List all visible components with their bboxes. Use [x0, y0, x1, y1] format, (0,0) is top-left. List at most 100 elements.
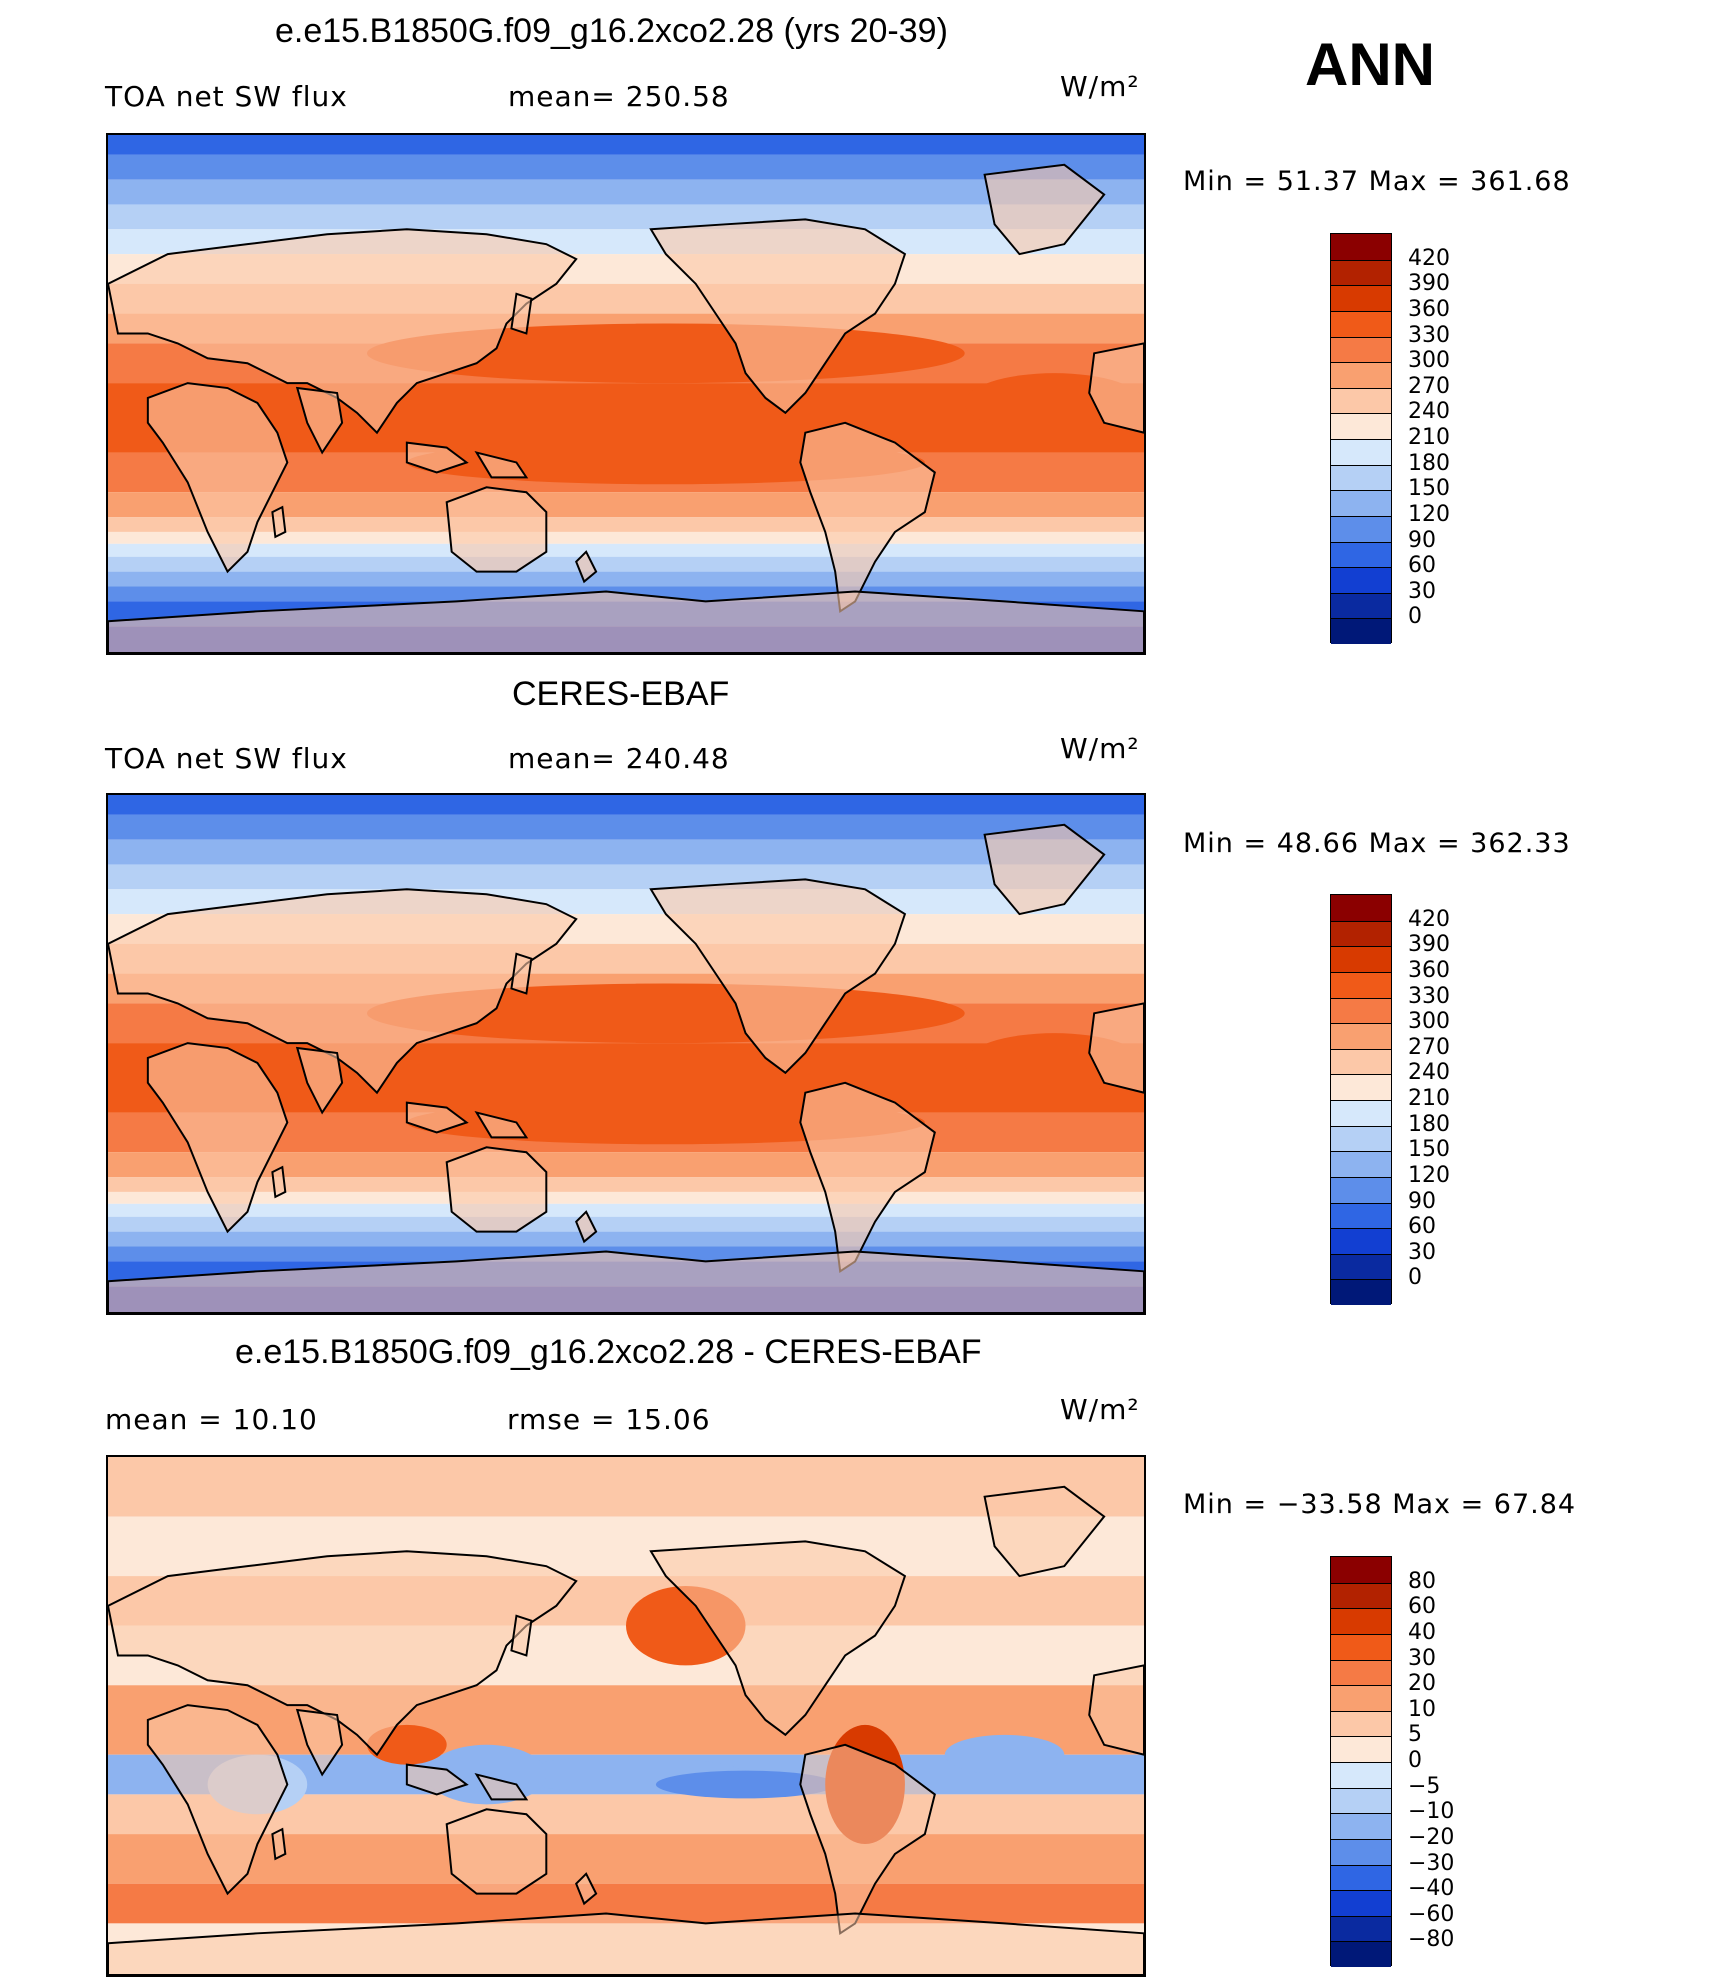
map-canvas: [108, 1457, 1144, 1975]
colorbar-tick-label: −40: [1408, 1876, 1455, 1902]
colorbar-box: [1331, 946, 1391, 972]
colorbar-box: [1331, 515, 1391, 542]
colorbar-box: [1331, 413, 1391, 439]
coastline: [510, 1614, 533, 1657]
coastline: [146, 1042, 289, 1234]
coastline: [1088, 1002, 1144, 1094]
colorbar-box: [1331, 618, 1391, 644]
colorbar-tick-label: −80: [1408, 1927, 1455, 1953]
colorbar-box: [1331, 439, 1391, 465]
colorbar-tick-label: 0: [1408, 1265, 1422, 1291]
contour-band: [108, 179, 1144, 205]
coastline: [405, 1101, 469, 1134]
colorbar-box: [1331, 592, 1391, 619]
contour-band: [108, 1216, 1144, 1232]
colorbar-tick-label: −30: [1408, 1850, 1455, 1876]
colorbar-box: [1331, 1813, 1391, 1839]
coastline: [799, 1081, 936, 1274]
panel3-rmse-label: rmse = 15.06: [507, 1403, 711, 1436]
colorbar-box: [1331, 1176, 1391, 1203]
colorbar-box: [1331, 1608, 1391, 1634]
coastline: [445, 1808, 548, 1895]
colorbar-tick-label: 180: [1408, 1111, 1450, 1137]
colorbar-box: [1331, 1864, 1391, 1891]
colorbar-box: [1331, 1890, 1391, 1916]
panel2-map: [106, 793, 1146, 1315]
colorbar-box: [1331, 1787, 1391, 1814]
coastline: [649, 218, 907, 415]
colorbar-box: [1331, 362, 1391, 388]
colorbar-box: [1331, 1100, 1391, 1126]
colorbar-tick-label: 210: [1408, 425, 1450, 450]
coastline: [983, 823, 1106, 916]
colorbar-box: [1331, 1736, 1391, 1762]
coastline: [108, 1550, 578, 1757]
colorbar-box: [1331, 1228, 1391, 1254]
panel2-mean-label: mean= 240.48: [508, 742, 730, 775]
colorbar-tick-label: 120: [1408, 501, 1450, 527]
contour-band: [108, 864, 1144, 890]
colorbar-box: [1331, 387, 1391, 414]
colorbar-tick-label: 330: [1408, 983, 1450, 1009]
coastline: [271, 505, 287, 539]
colorbar-tick-label: 30: [1408, 1645, 1436, 1671]
panel3-colorbar: [1330, 1556, 1392, 1967]
colorbar-tick-label: 60: [1408, 553, 1436, 579]
colorbar-tick-label: 20: [1408, 1671, 1436, 1697]
colorbar-tick-label: 240: [1408, 1060, 1450, 1086]
colorbar-box: [1331, 971, 1391, 998]
coastline: [271, 1165, 287, 1199]
coastline: [295, 1708, 344, 1777]
coastline: [649, 878, 907, 1075]
contour-band: [108, 135, 1144, 155]
panel3-map: [106, 1455, 1146, 1977]
coastline: [575, 550, 598, 584]
contour-band: [108, 517, 1144, 532]
map-canvas: [108, 135, 1144, 653]
colorbar-tick-label: 60: [1408, 1594, 1436, 1620]
flux-maximum: [406, 1100, 925, 1145]
colorbar-tick-label: 90: [1408, 1188, 1436, 1214]
contour-band: [108, 1191, 1144, 1204]
contour-band: [108, 556, 1144, 572]
colorbar-tick-label: 10: [1408, 1696, 1436, 1722]
contour-band: [108, 814, 1144, 840]
contour-band: [108, 839, 1144, 865]
contour-band: [108, 1203, 1144, 1217]
colorbar-tick-label: 180: [1408, 450, 1450, 476]
colorbar-tick-label: −5: [1408, 1773, 1441, 1799]
colorbar-box: [1331, 1659, 1391, 1686]
colorbar-tick-label: 150: [1408, 1137, 1450, 1163]
coastline: [108, 1250, 1144, 1313]
panel2-units: W/m²: [1060, 732, 1140, 765]
colorbar-box: [1331, 234, 1391, 260]
contour-band: [108, 531, 1144, 544]
colorbar-box: [1331, 1685, 1391, 1711]
coastline: [405, 441, 469, 474]
colorbar-tick-label: 90: [1408, 527, 1436, 553]
panel2-title: CERES-EBAF: [512, 675, 730, 713]
colorbar-box: [1331, 1023, 1391, 1049]
colorbar-tick-label: −20: [1408, 1824, 1455, 1850]
coastline: [146, 1704, 289, 1896]
colorbar-tick-label: 210: [1408, 1086, 1450, 1111]
coastline: [799, 421, 936, 614]
coastline: [575, 1872, 598, 1906]
colorbar-tick-label: 270: [1408, 1034, 1450, 1060]
colorbar-box: [1331, 1074, 1391, 1100]
anomaly-region: [655, 1770, 836, 1799]
colorbar-box: [1331, 1582, 1391, 1609]
coastline: [108, 590, 1144, 653]
colorbar-box: [1331, 895, 1391, 921]
anomaly-region: [944, 1734, 1065, 1775]
colorbar-tick-label: 390: [1408, 932, 1450, 958]
colorbar-box: [1331, 997, 1391, 1024]
contour-band: [108, 571, 1144, 587]
colorbar-tick-label: 420: [1408, 906, 1450, 932]
colorbar-box: [1331, 1048, 1391, 1075]
panel3-minmax: Min = −33.58 Max = 67.84: [1183, 1489, 1577, 1520]
colorbar-tick-label: 240: [1408, 399, 1450, 425]
panel1-map: [106, 133, 1146, 655]
colorbar-box: [1331, 1125, 1391, 1152]
coastline: [1088, 1664, 1144, 1756]
